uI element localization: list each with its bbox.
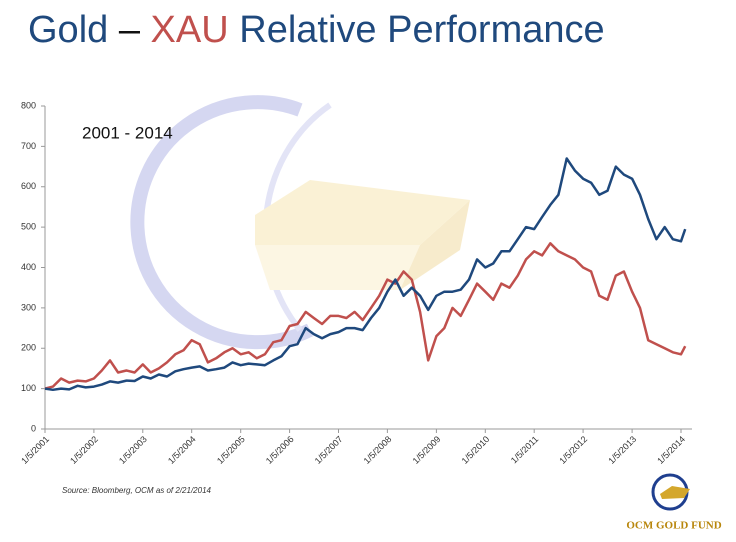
x-tick-label: 1/5/2008 xyxy=(362,434,394,466)
x-tick-label: 1/5/2002 xyxy=(68,434,100,466)
y-tick-label: 100 xyxy=(21,383,36,393)
x-tick-label: 1/5/2010 xyxy=(460,434,492,466)
y-tick-label: 600 xyxy=(21,181,36,191)
x-tick-label: 1/5/2012 xyxy=(557,434,589,466)
x-tick-label: 1/5/2014 xyxy=(655,434,687,466)
y-tick-label: 200 xyxy=(21,343,36,353)
title-gold: Gold xyxy=(28,9,108,51)
x-tick-label: 1/5/2009 xyxy=(411,434,443,466)
y-tick-label: 400 xyxy=(21,262,36,272)
series-line xyxy=(44,242,687,390)
x-tick-label: 1/5/2011 xyxy=(509,434,540,465)
y-tick-label: 700 xyxy=(21,141,36,151)
title-xau: XAU xyxy=(151,9,229,51)
y-tick-label: 800 xyxy=(21,100,36,110)
logo: OCM GOLD FUND xyxy=(626,473,722,532)
title-dash: – xyxy=(119,9,141,51)
x-tick-label: 1/5/2013 xyxy=(606,434,638,466)
watermark xyxy=(130,95,470,350)
y-tick-label: 300 xyxy=(21,302,36,312)
chart-title: Gold – XAU Relative Performance xyxy=(28,9,605,51)
x-tick-label: 1/5/2003 xyxy=(117,434,149,466)
y-tick-label: 500 xyxy=(21,222,36,232)
x-tick-label: 1/5/2007 xyxy=(313,434,345,466)
series-line xyxy=(44,157,687,392)
title-rest: Relative Performance xyxy=(239,9,604,51)
x-tick-label: 1/5/2001 xyxy=(19,434,51,466)
x-tick-label: 1/5/2005 xyxy=(215,434,247,466)
y-tick-label: 0 xyxy=(31,423,36,433)
annotation: 2001 - 2014 xyxy=(82,123,173,142)
source-note: Source: Bloomberg, OCM as of 2/21/2014 xyxy=(62,486,212,495)
x-tick-label: 1/5/2006 xyxy=(264,434,296,466)
logo-text: OCM GOLD FUND xyxy=(626,520,721,532)
x-tick-label: 1/5/2004 xyxy=(166,434,198,466)
